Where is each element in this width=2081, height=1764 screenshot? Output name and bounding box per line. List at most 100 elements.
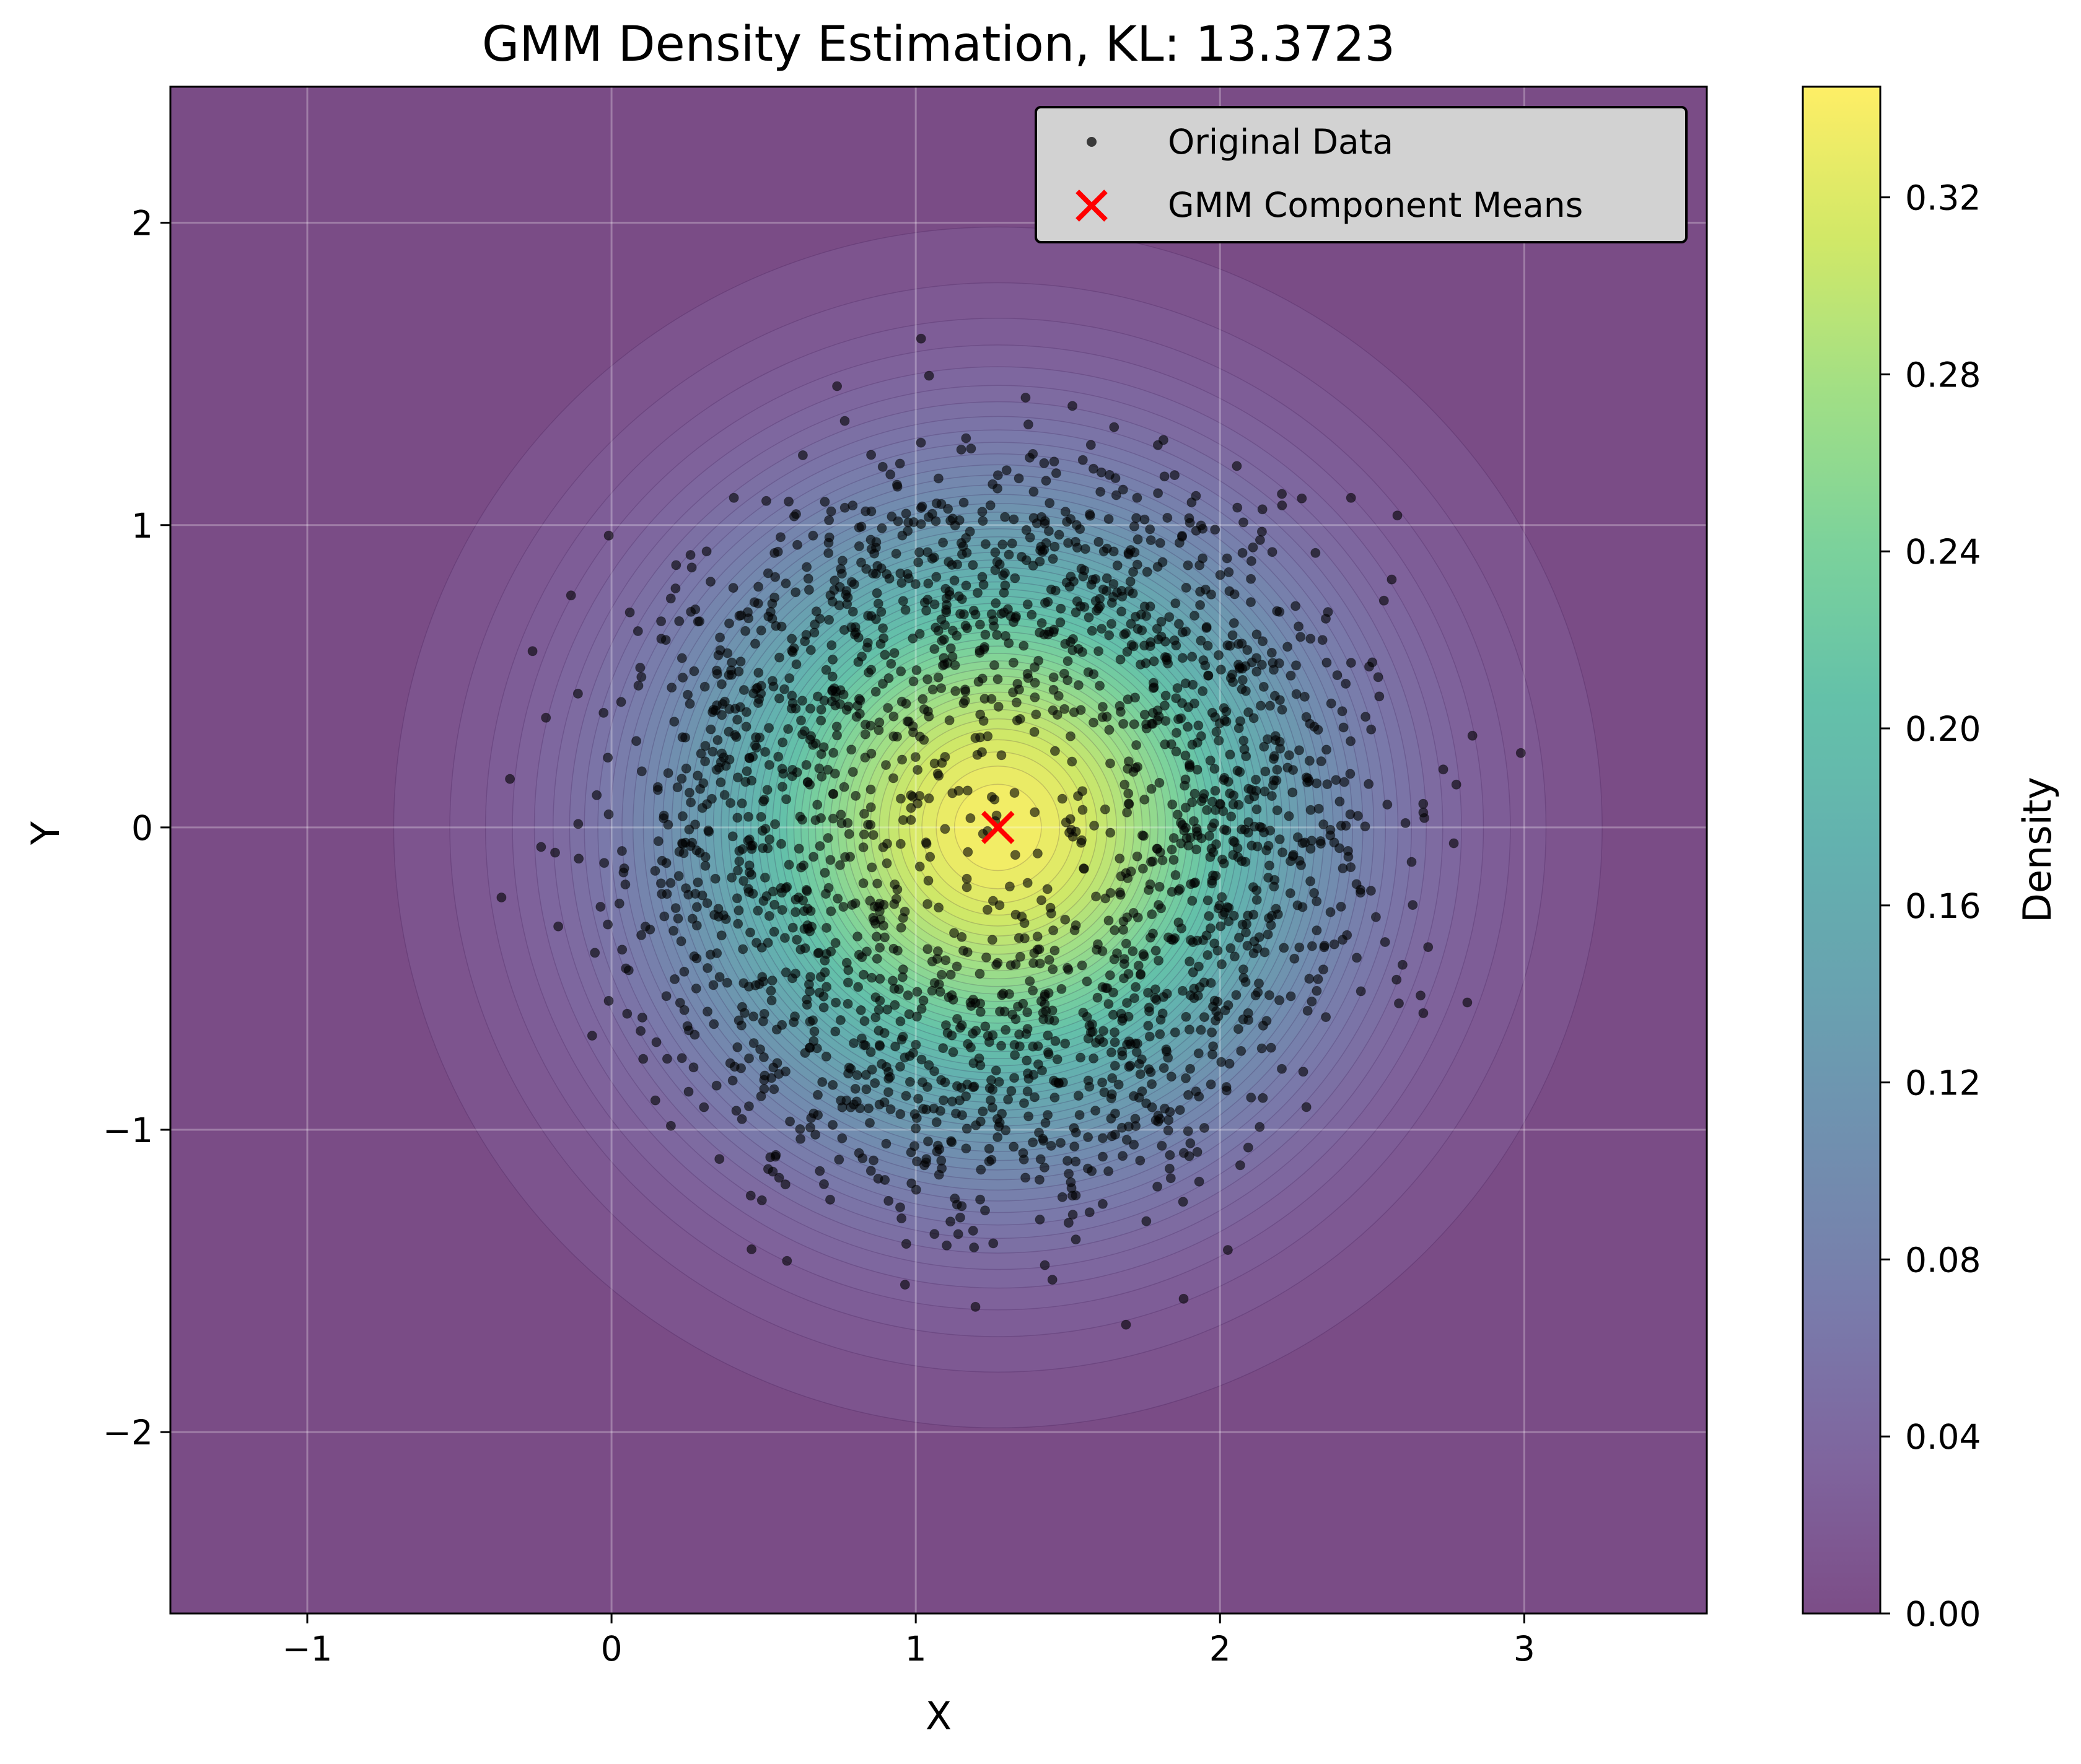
scatter-point — [836, 810, 846, 820]
scatter-point — [1189, 788, 1200, 799]
scatter-point — [1071, 1190, 1081, 1200]
scatter-point — [933, 473, 944, 484]
scatter-point — [624, 607, 635, 618]
scatter-point — [1001, 1024, 1011, 1035]
scatter-point — [699, 1102, 709, 1112]
scatter-point — [1159, 992, 1168, 1002]
scatter-point — [1146, 535, 1156, 546]
scatter-point — [767, 676, 778, 686]
scatter-point — [825, 855, 836, 865]
scatter-point — [1145, 932, 1155, 943]
scatter-point — [739, 1008, 750, 1018]
scatter-point — [865, 1166, 876, 1176]
scatter-point — [1183, 1126, 1193, 1137]
scatter-point — [1243, 1008, 1253, 1018]
scatter-point — [1382, 800, 1393, 810]
scatter-point — [1076, 705, 1086, 715]
scatter-point — [1251, 653, 1262, 663]
scatter-point — [800, 1048, 810, 1058]
scatter-point — [683, 689, 693, 700]
scatter-point — [1022, 878, 1033, 888]
scatter-point — [636, 1026, 646, 1036]
scatter-point — [1103, 915, 1114, 926]
scatter-point — [878, 623, 888, 634]
scatter-point — [1352, 811, 1363, 821]
scatter-point — [1034, 1174, 1045, 1185]
scatter-point — [1237, 548, 1248, 558]
scatter-point — [789, 1017, 799, 1028]
scatter-point — [733, 865, 743, 876]
scatter-point — [1001, 465, 1012, 476]
scatter-point — [1147, 909, 1157, 920]
scatter-point — [672, 782, 683, 793]
scatter-point — [944, 590, 955, 600]
scatter-point — [940, 824, 950, 834]
scatter-point — [636, 930, 647, 940]
scatter-point — [1023, 1111, 1034, 1122]
scatter-point — [1258, 681, 1269, 692]
scatter-point — [1258, 636, 1268, 647]
scatter-point — [828, 748, 839, 758]
scatter-point — [727, 872, 737, 883]
scatter-point — [1009, 514, 1019, 525]
scatter-point — [1248, 713, 1259, 723]
scatter-point — [733, 772, 743, 783]
scatter-point — [767, 976, 778, 986]
scatter-point — [1098, 1026, 1108, 1036]
scatter-point — [797, 696, 807, 706]
scatter-point — [753, 598, 763, 609]
scatter-point — [1097, 1199, 1108, 1209]
scatter-point — [1148, 707, 1158, 718]
scatter-point — [1118, 484, 1128, 495]
scatter-point — [1116, 871, 1126, 881]
scatter-point — [883, 703, 893, 713]
scatter-point — [779, 933, 790, 943]
scatter-point — [1331, 775, 1341, 785]
scatter-point — [1219, 772, 1230, 783]
scatter-point — [1071, 1234, 1081, 1245]
scatter-point — [747, 844, 757, 854]
scatter-point — [898, 815, 908, 825]
scatter-point — [1266, 791, 1277, 801]
scatter-point — [550, 847, 560, 858]
scatter-point — [1166, 739, 1176, 749]
scatter-point — [1042, 884, 1053, 894]
scatter-point — [1131, 1121, 1141, 1131]
scatter-point — [923, 579, 934, 589]
scatter-point — [1122, 807, 1133, 818]
scatter-point — [1105, 888, 1116, 898]
scatter-point — [903, 517, 914, 528]
scatter-point — [1256, 701, 1266, 711]
scatter-point — [1277, 847, 1288, 858]
scatter-point — [727, 1075, 738, 1086]
scatter-point — [971, 1026, 981, 1036]
scatter-point — [1055, 617, 1066, 627]
scatter-point — [1106, 598, 1117, 608]
scatter-point — [811, 606, 821, 617]
scatter-point — [825, 1194, 835, 1205]
scatter-point — [890, 1041, 901, 1052]
scatter-point — [1030, 678, 1040, 688]
scatter-point — [1313, 974, 1323, 984]
scatter-point — [1406, 857, 1417, 867]
scatter-point — [921, 837, 931, 848]
scatter-point — [1329, 939, 1339, 950]
scatter-point — [714, 972, 725, 982]
scatter-point — [1181, 1011, 1191, 1022]
scatter-point — [1132, 851, 1142, 862]
scatter-point — [960, 686, 971, 697]
scatter-point — [1139, 601, 1150, 612]
scatter-point — [814, 987, 825, 998]
scatter-point — [700, 741, 711, 751]
scatter-point — [1062, 517, 1072, 527]
scatter-point — [900, 605, 911, 615]
scatter-point — [1212, 945, 1223, 956]
scatter-point — [1063, 1218, 1074, 1228]
scatter-point — [866, 544, 877, 554]
scatter-point — [1163, 1052, 1173, 1063]
scatter-point — [1155, 538, 1165, 548]
scatter-point — [1248, 909, 1259, 920]
scatter-point — [787, 973, 797, 984]
scatter-point — [882, 839, 892, 849]
scatter-point — [744, 867, 755, 878]
